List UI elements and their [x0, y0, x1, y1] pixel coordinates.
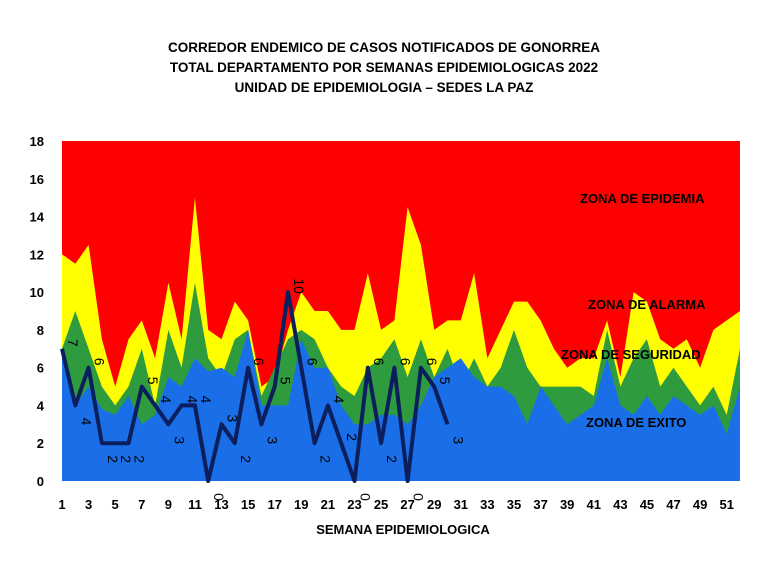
chart-title: CORREDOR ENDEMICO DE CASOS NOTIFICADOS D… — [0, 38, 768, 98]
data-label: 0 — [411, 493, 427, 501]
zone-label-alarma: ZONA DE ALARMA — [588, 297, 706, 312]
y-tick-label: 12 — [30, 247, 44, 262]
data-label: 4 — [78, 418, 94, 426]
x-tick-label: 37 — [533, 497, 547, 512]
data-label: 2 — [318, 455, 334, 463]
data-label: 2 — [238, 455, 254, 463]
data-label: 4 — [185, 396, 201, 404]
data-label: 2 — [384, 455, 400, 463]
x-tick-label: 7 — [138, 497, 145, 512]
x-tick-label: 15 — [241, 497, 255, 512]
data-label: 2 — [105, 455, 121, 463]
zone-label-seguridad: ZONA DE SEGURIDAD — [561, 347, 701, 362]
y-tick-label: 10 — [30, 285, 44, 300]
data-label: 4 — [331, 396, 347, 404]
x-tick-label: 19 — [294, 497, 308, 512]
data-label: 3 — [264, 436, 280, 444]
chart-title-line-2: TOTAL DEPARTAMENTO POR SEMANAS EPIDEMIOL… — [169, 60, 599, 75]
data-label: 5 — [145, 377, 161, 385]
chart-title-line-1: CORREDOR ENDEMICO DE CASOS NOTIFICADOS D… — [167, 40, 601, 55]
data-label: 5 — [437, 377, 453, 385]
data-label: 10 — [291, 278, 307, 294]
y-tick-label: 6 — [37, 361, 44, 376]
zone-area-zona-de-exito — [62, 329, 740, 481]
data-label: 2 — [118, 455, 134, 463]
zone-label-epidemia: ZONA DE EPIDEMIA — [580, 191, 705, 206]
y-tick-label: 4 — [37, 398, 45, 413]
x-axis-ticks: 1 3 5 7 9 11 13 15 17 19 21 23 25 27 29 31 33 35 37 39 41 43 4… — [58, 497, 734, 512]
x-tick-label: 31 — [454, 497, 468, 512]
y-tick-label: 2 — [37, 436, 44, 451]
x-tick-label: 39 — [560, 497, 574, 512]
x-tick-label: 25 — [374, 497, 388, 512]
y-tick-label: 14 — [30, 210, 45, 225]
data-label: 3 — [225, 414, 241, 422]
x-tick-label: 41 — [587, 497, 601, 512]
x-tick-label: 23 — [347, 497, 361, 512]
data-label: 3 — [171, 436, 187, 444]
data-label: 6 — [424, 358, 440, 366]
zone-label-exito: ZONA DE EXITO — [586, 415, 686, 430]
data-label: 6 — [304, 358, 320, 366]
y-tick-label: 0 — [37, 474, 44, 489]
x-tick-label: 29 — [427, 497, 441, 512]
x-tick-label: 5 — [112, 497, 119, 512]
x-tick-label: 1 — [58, 497, 65, 512]
x-tick-label: 3 — [85, 497, 92, 512]
x-tick-label: 27 — [400, 497, 414, 512]
data-label: 2 — [132, 455, 148, 463]
chart-title-line-3: UNIDAD DE EPIDEMIOLOGIA – SEDES LA PAZ — [234, 80, 534, 95]
data-label: 0 — [358, 493, 374, 501]
data-label: 6 — [92, 358, 108, 366]
x-tick-label: 47 — [666, 497, 680, 512]
data-label: 5 — [278, 377, 294, 385]
data-label: 6 — [371, 358, 387, 366]
cases-line — [60, 290, 450, 483]
x-tick-label: 49 — [693, 497, 707, 512]
x-axis-label: SEMANA EPIDEMIOLOGICA — [316, 522, 490, 537]
x-tick-label: 11 — [188, 497, 202, 512]
x-tick-label: 17 — [267, 497, 281, 512]
x-tick-label: 51 — [719, 497, 733, 512]
data-label: 0 — [211, 493, 227, 501]
data-label: 6 — [397, 358, 413, 366]
data-label: 6 — [251, 358, 267, 366]
series-layer — [60, 290, 450, 483]
y-tick-label: 16 — [30, 172, 44, 187]
data-label: 7 — [65, 339, 81, 347]
zones-layer — [62, 141, 740, 481]
data-label: 3 — [451, 436, 467, 444]
y-tick-label: 18 — [30, 134, 44, 149]
x-tick-label: 13 — [214, 497, 228, 512]
y-tick-label: 8 — [37, 323, 44, 338]
x-tick-label: 45 — [640, 497, 654, 512]
x-tick-label: 21 — [321, 497, 335, 512]
y-axis-ticks: 0 2 4 6 8 10 12 14 16 18 — [30, 134, 45, 489]
data-label: 4 — [158, 396, 174, 404]
data-label: 2 — [344, 433, 360, 441]
zone-labels: ZONA DE EPIDEMIA ZONA DE ALARMA ZONA DE … — [561, 191, 706, 430]
data-label: 4 — [198, 396, 214, 404]
x-tick-label: 33 — [480, 497, 494, 512]
x-tick-label: 43 — [613, 497, 627, 512]
x-tick-label: 35 — [507, 497, 521, 512]
x-tick-label: 9 — [165, 497, 172, 512]
